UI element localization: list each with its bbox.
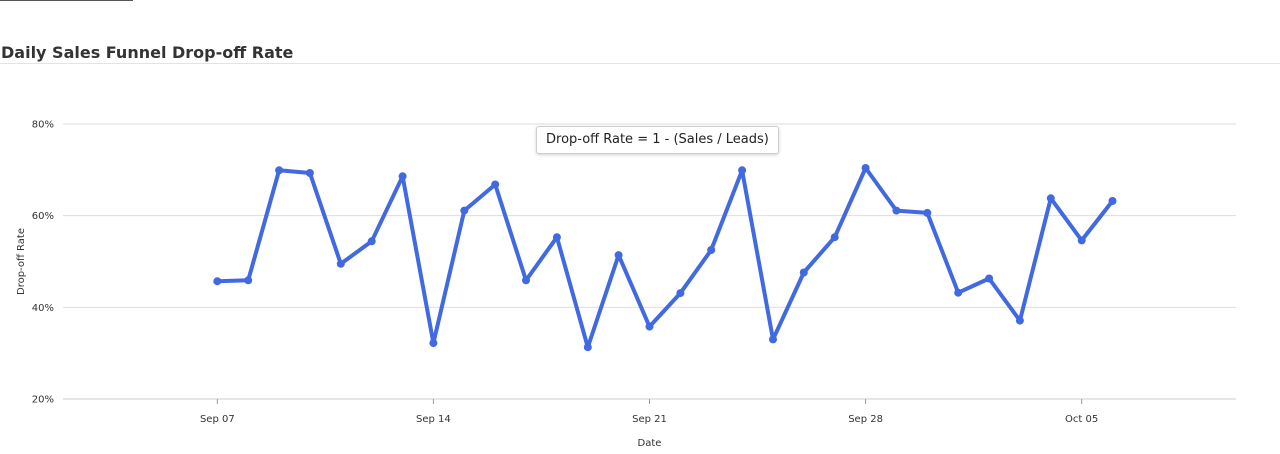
data-point[interactable] [398, 172, 407, 181]
data-point[interactable] [213, 277, 222, 286]
data-point[interactable] [244, 276, 253, 285]
formula-tooltip: Drop-off Rate = 1 - (Sales / Leads) [536, 126, 779, 154]
x-tick-label: Sep 07 [200, 414, 235, 425]
title-rule [0, 63, 1280, 64]
data-point[interactable] [923, 208, 932, 217]
chart-title: Daily Sales Funnel Drop-off Rate [1, 43, 294, 62]
tick-labels: 20% 40% 60% 80% Sep 07 Sep 14 Sep 21 Sep 28 Oct … [32, 120, 1098, 426]
data-point[interactable] [892, 206, 901, 215]
data-point[interactable] [769, 335, 777, 344]
data-point[interactable] [1108, 197, 1117, 205]
data-point[interactable] [1077, 236, 1086, 245]
data-point[interactable] [954, 288, 963, 297]
y-tick-label: 40% [32, 303, 54, 314]
data-point[interactable] [305, 169, 314, 177]
data-point[interactable] [522, 276, 530, 285]
data-point[interactable] [336, 259, 345, 268]
data-point[interactable] [645, 322, 654, 331]
x-tick-label: Sep 28 [848, 414, 883, 425]
y-tick-label: 60% [32, 211, 54, 222]
series-line[interactable] [215, 166, 1115, 350]
x-tick-label: Sep 14 [416, 414, 451, 425]
data-point[interactable] [367, 237, 376, 246]
x-tick-label: Oct 05 [1065, 414, 1098, 425]
top-divider [0, 0, 133, 1]
data-point[interactable] [275, 166, 284, 175]
x-axis-title: Date [638, 438, 662, 449]
data-point[interactable] [985, 274, 994, 283]
data-point[interactable] [830, 233, 839, 242]
data-point[interactable] [583, 343, 592, 352]
y-tick-label: 80% [32, 120, 54, 131]
data-point[interactable] [1046, 194, 1055, 203]
y-axis-title: Drop-off Rate [16, 228, 27, 295]
data-point[interactable] [429, 339, 438, 348]
series-drop-off-rate[interactable] [213, 164, 1117, 352]
x-tick-label: Sep 21 [632, 414, 667, 425]
data-point[interactable] [460, 206, 469, 215]
data-point[interactable] [491, 180, 500, 189]
data-point[interactable] [614, 251, 623, 260]
gridlines [63, 123, 1236, 400]
y-tick-label: 20% [32, 395, 54, 406]
data-point[interactable] [861, 164, 870, 172]
data-point[interactable] [738, 166, 747, 175]
data-point[interactable] [799, 268, 808, 277]
data-point[interactable] [1015, 316, 1024, 325]
data-point[interactable] [676, 289, 685, 298]
data-point[interactable] [707, 246, 716, 254]
data-point[interactable] [552, 233, 561, 242]
